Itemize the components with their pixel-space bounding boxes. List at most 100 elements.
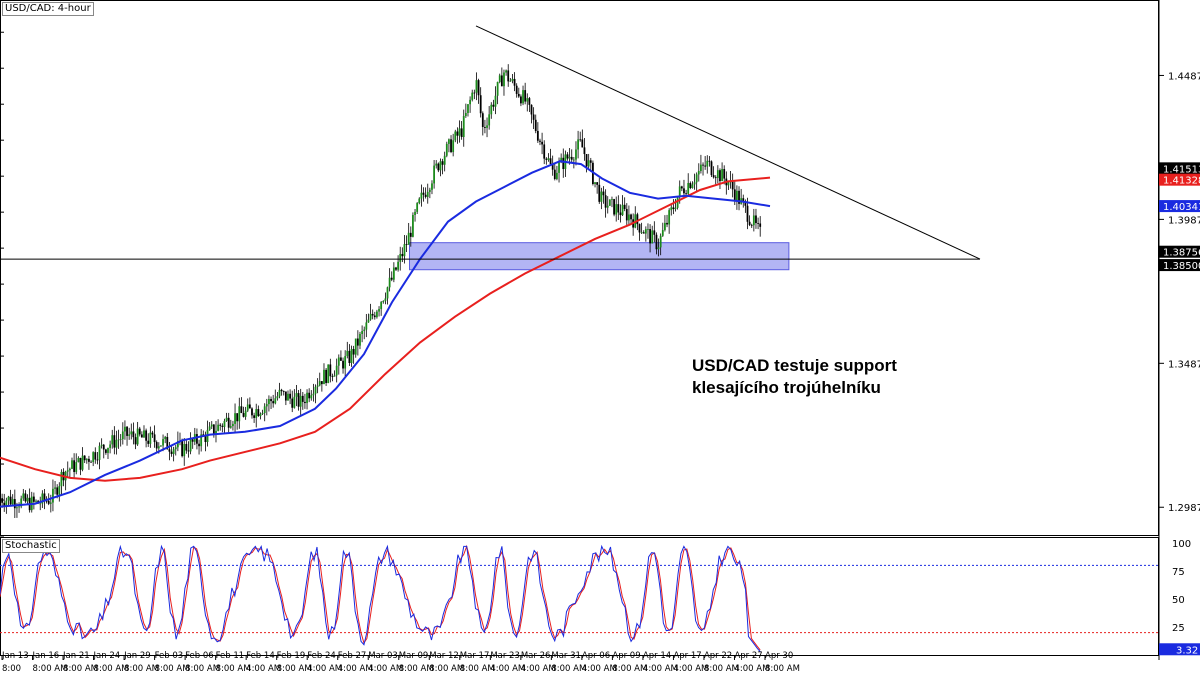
candle [507,64,510,87]
candle-body [638,224,641,233]
candle-body [329,364,332,377]
price-badge-bg [1159,200,1200,213]
time-sublabel: 8:00 AM [765,664,800,674]
candle [505,69,507,76]
candle-body [295,393,298,397]
candle-body [731,180,734,190]
time-label: Mar 09 [399,651,429,661]
candle [670,203,673,216]
candle [509,78,512,82]
candle [401,247,404,263]
candle [424,187,427,199]
candle-body [752,215,755,226]
candle-body [481,113,484,127]
candle-body [348,350,351,364]
candle [551,155,554,176]
candle-body [187,450,190,452]
support-zone [409,242,790,271]
candle-body [287,393,289,401]
candle-body [742,198,745,202]
candle-body [426,191,429,197]
candle [316,378,319,394]
candle [545,157,548,165]
candle [687,173,690,197]
candle-body [604,195,607,208]
candle [284,391,287,406]
candle-body [522,90,524,104]
candle [477,78,480,104]
candle [407,222,410,245]
time-label: Apr 06 [582,651,610,661]
candle [24,490,27,503]
candle-body [473,92,476,94]
candle [685,189,687,196]
candle-body [147,440,150,444]
candle [274,389,277,405]
candle-body [342,360,344,369]
candle-body [85,458,88,461]
candle [674,198,677,212]
candle-body [183,443,186,457]
candle [172,446,175,462]
candle-body [727,182,730,186]
candle-body [221,425,224,427]
candle-body [96,459,99,461]
candle [520,94,522,107]
candle [255,403,258,428]
candle [664,215,666,232]
time-label: Feb 06 [185,651,214,661]
candle-body [215,430,217,435]
candle-body [68,468,71,471]
candle-body [702,164,704,166]
candle [132,422,135,445]
candle-body [526,98,529,102]
candle [710,160,713,177]
candle [579,131,582,142]
candle [365,313,368,338]
candle [130,423,133,440]
time-sublabel: 8:00 AM [94,664,129,674]
candle-body [145,430,148,441]
candle [441,158,444,175]
candle [138,426,141,437]
candle [693,173,696,190]
candle-body [253,415,256,418]
candle-body [651,230,654,244]
candle-body [126,426,128,436]
candle [115,430,118,455]
candle-body [486,125,488,128]
candle-body [700,164,702,171]
candle [9,489,12,506]
candle [221,423,224,433]
time-sublabel: 8:00 AM [551,664,586,674]
candle [85,458,88,464]
candle [697,163,700,182]
candle-body [45,500,48,502]
candle [278,382,281,399]
candle-body [687,183,690,194]
candle-body [136,428,139,445]
candle-body [352,349,355,355]
candle-body [589,160,592,163]
candle [263,403,266,422]
candle-body [657,247,660,250]
candle [556,165,558,181]
candle-body [611,199,613,200]
stochastic-tick-label: 50 [1172,595,1185,606]
time-label: Apr 27 [734,651,762,661]
candle-body [162,439,164,446]
candle-body [520,96,522,104]
candle [418,197,421,205]
candle [68,467,71,479]
candle-body [170,451,173,454]
candle [312,383,315,402]
candle [498,73,501,84]
candle-body [452,140,455,153]
candle [151,430,154,438]
candle-body [138,428,141,435]
candle [416,202,419,215]
candle [475,72,478,101]
candle [329,358,332,383]
